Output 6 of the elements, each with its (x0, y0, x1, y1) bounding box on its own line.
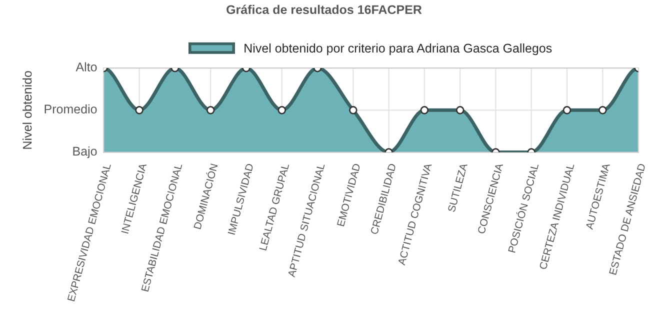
legend-label: Nivel obtenido por criterio para Adriana Gasca Gallegos (244, 43, 552, 56)
text: Alto (76, 62, 97, 72)
text: Promedio (44, 104, 97, 114)
y-axis-title: Nivel obtenido (22, 71, 32, 149)
chart-title: Gráfica de resultados 16FACPER (226, 4, 422, 14)
text: Bajo (73, 146, 97, 158)
